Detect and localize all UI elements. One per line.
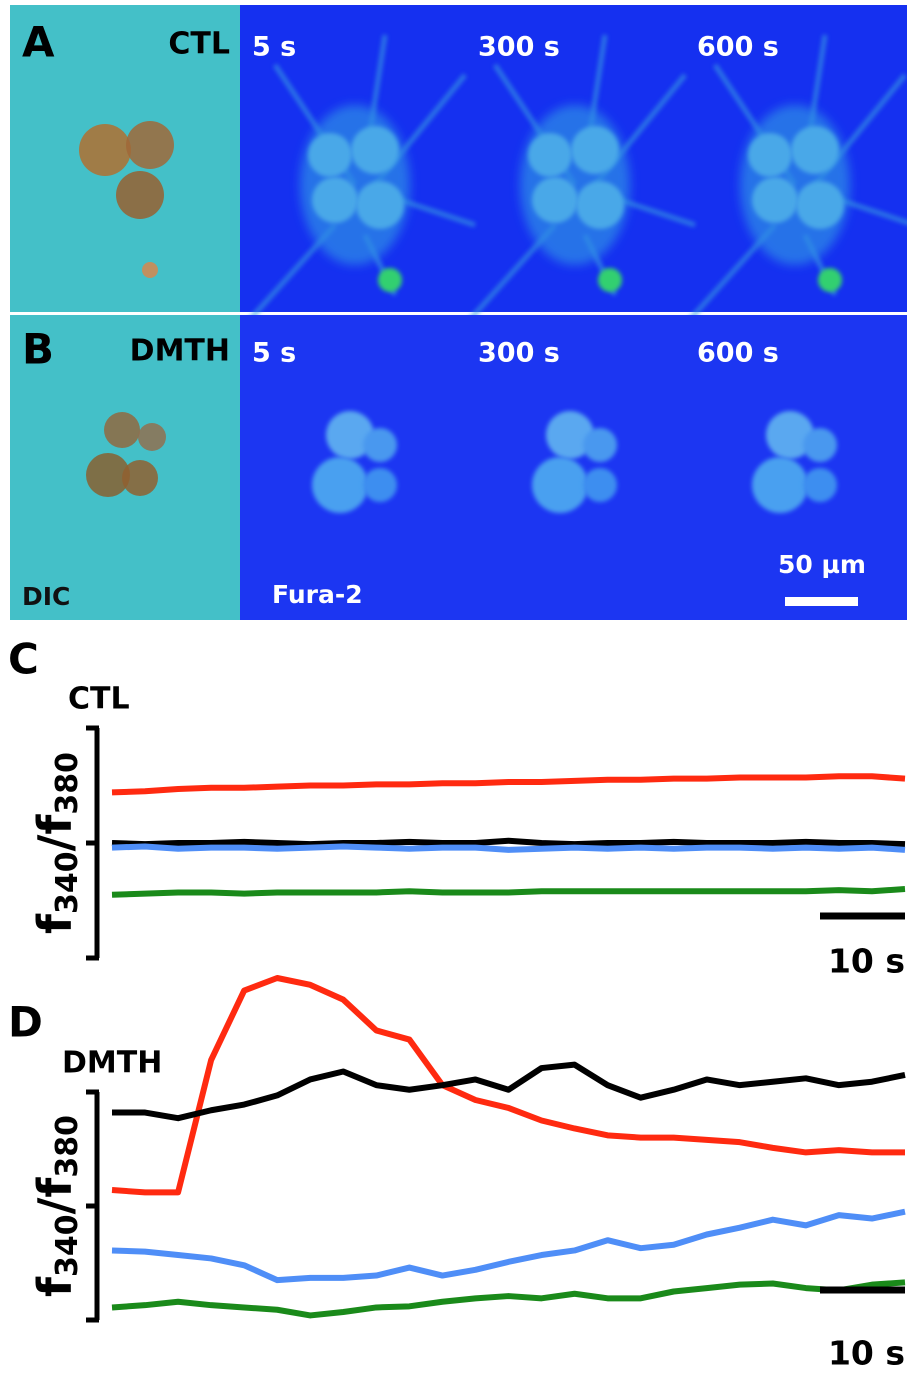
time-label: 5 s <box>252 32 296 63</box>
dic-label: DIC <box>22 582 70 611</box>
y-label-part: 380 <box>50 1115 85 1178</box>
y-label-part: 340 <box>50 851 85 914</box>
trace <box>112 776 905 792</box>
y-label-part: 380 <box>50 752 85 815</box>
time-label: 5 s <box>252 338 296 369</box>
trace <box>112 978 905 1192</box>
trace <box>112 1282 905 1315</box>
time-label: 300 s <box>478 338 560 369</box>
y-label-part: /f <box>28 1177 82 1215</box>
scale-bar-label: 10 s <box>828 942 905 981</box>
panel-letter: B <box>22 325 54 374</box>
y-label-part: 340 <box>50 1214 85 1277</box>
panel-letter: C <box>8 635 39 684</box>
time-label: 600 s <box>697 338 779 369</box>
scale-bar <box>785 597 858 606</box>
chart-title: DMTH <box>62 1046 162 1081</box>
chart-title: CTL <box>68 682 130 717</box>
condition-label: CTL <box>168 27 230 62</box>
condition-label: DMTH <box>130 334 230 369</box>
y-label-part: /f <box>28 814 82 852</box>
y-label-part: f <box>28 1276 82 1297</box>
panel-letter: D <box>8 998 43 1047</box>
trace <box>112 889 905 895</box>
trace <box>112 846 905 849</box>
time-label: 300 s <box>478 32 560 63</box>
trace <box>112 841 905 844</box>
trace <box>112 1212 905 1280</box>
panel-letter: A <box>22 18 55 67</box>
y-axis-label: f340/f380 <box>28 1115 85 1297</box>
figure: A CTL 5 s 300 s 600 s B DMTH 5 s 300 s 6… <box>0 0 907 1378</box>
fura-label: Fura-2 <box>272 580 363 609</box>
scale-label: 50 µm <box>778 550 866 579</box>
scale-bar-label: 10 s <box>828 1334 905 1373</box>
y-label-part: f <box>28 913 82 934</box>
y-axis-label: f340/f380 <box>28 752 85 934</box>
time-label: 600 s <box>697 32 779 63</box>
